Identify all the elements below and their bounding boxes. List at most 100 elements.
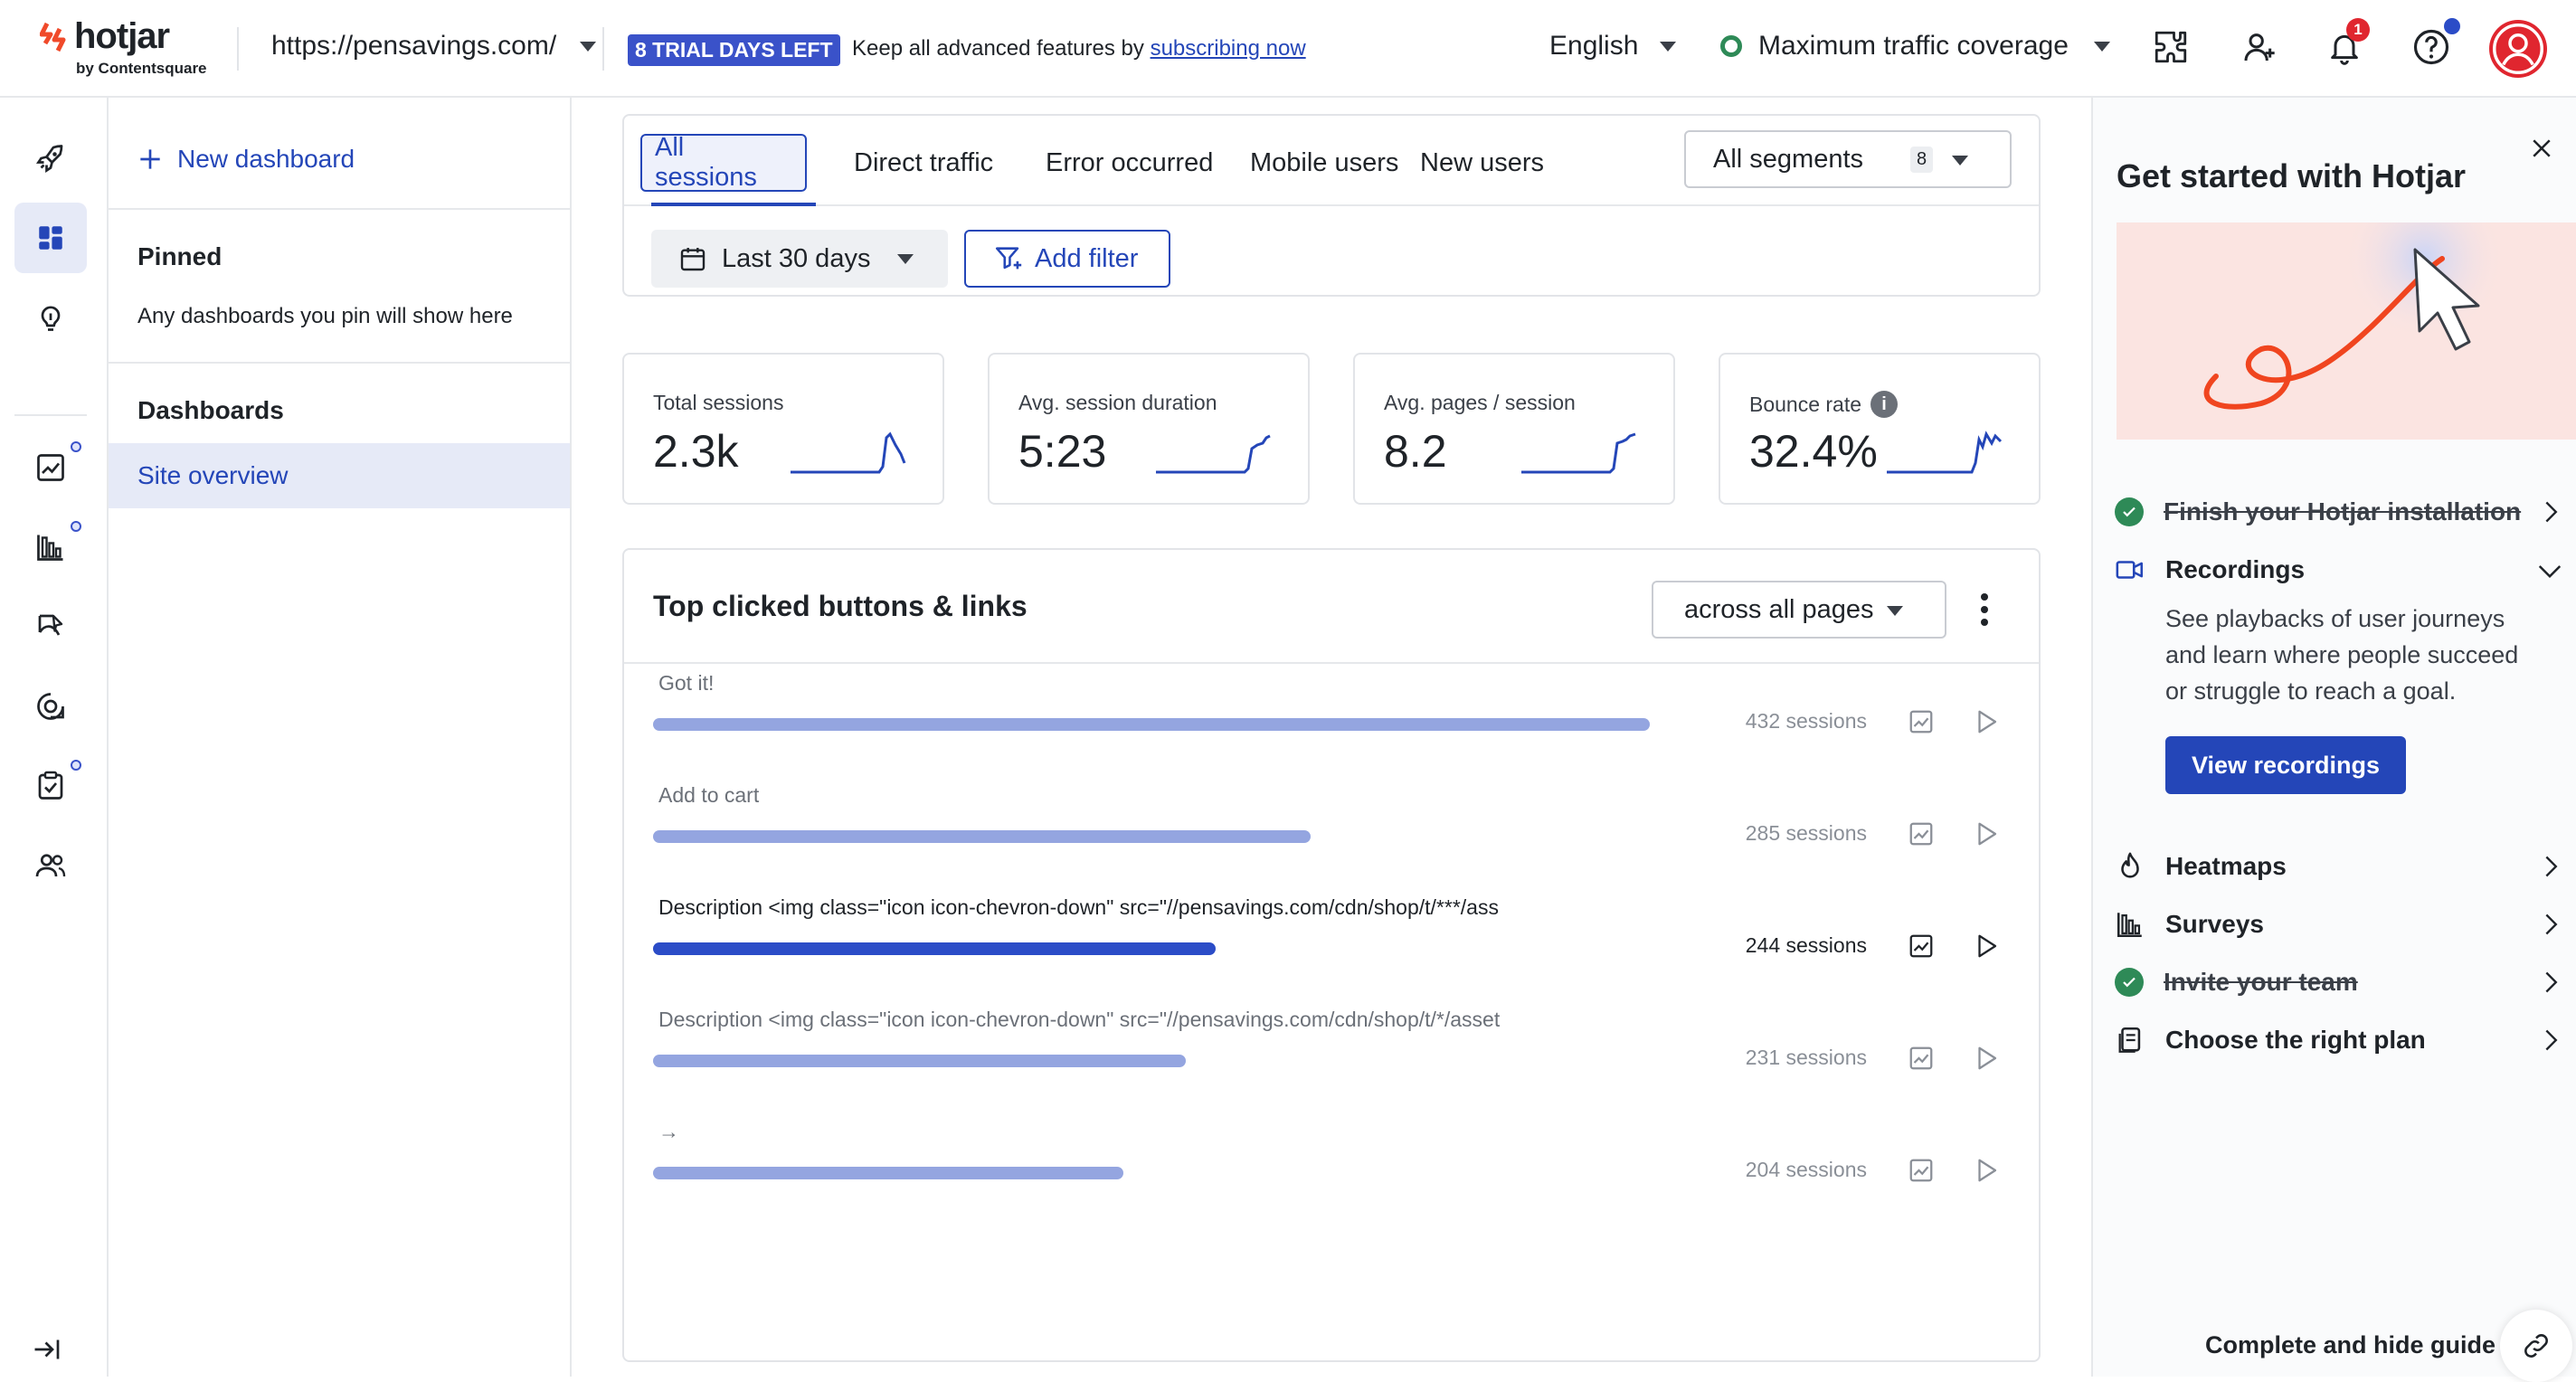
help-icon [2413,29,2449,65]
date-range-picker[interactable]: Last 30 days [651,230,948,288]
rail-item-dashboards[interactable] [14,203,87,273]
add-filter-label: Add filter [1035,243,1139,273]
brand-name: hotjar [74,16,170,56]
step-label: Choose the right plan [2165,1026,2426,1054]
chevron-right-icon [2545,1029,2558,1051]
recordings-description: See playbacks of user journeys and learn… [2165,605,2519,705]
tab-all-sessions[interactable]: All sessions [640,133,807,192]
brand-sub: by Contentsquare [76,60,207,77]
sidebar-item-site-overview[interactable]: Site overview [109,443,570,508]
guide-step-finish-installation[interactable]: Finish your Hotjar installation [2115,490,2567,534]
site-selector[interactable]: https://pensavings.com/ [271,31,597,62]
rail-item-surveys[interactable] [14,751,87,821]
metric-label: Bounce rate i [1749,391,1899,418]
info-icon[interactable]: i [1870,391,1899,418]
row-label: → [658,1120,679,1143]
top-bar: hotjar by Contentsquare https://pensavin… [0,0,2576,98]
new-dashboard-button[interactable]: New dashboard [136,145,355,174]
help-button[interactable] [2408,24,2455,71]
tab-mobile-users[interactable]: Mobile users [1250,147,1399,177]
metric-card-avg-session-duration[interactable]: Avg. session duration 5:23 [988,353,1310,505]
sparkline [1521,432,1636,474]
metric-value: 2.3k [653,426,739,477]
hotjar-mark-icon [40,22,66,52]
guide-title: Get started with Hotjar [2117,157,2467,194]
trend-icon[interactable] [1903,816,1939,852]
play-icon[interactable] [1968,704,2004,740]
rail-item-funnels[interactable] [14,512,87,582]
guide-step-heatmaps[interactable]: Heatmaps [2115,845,2567,888]
rail-item-heatmaps[interactable] [14,592,87,662]
session-bar [653,1055,1186,1067]
metric-card-avg-pages-session[interactable]: Avg. pages / session 8.2 [1353,353,1675,505]
play-icon[interactable] [1968,1040,2004,1076]
metric-label: Avg. pages / session [1384,391,1576,415]
trial-text: Keep all advanced features by [852,36,1144,61]
close-guide-button[interactable] [2522,128,2562,168]
invite-user-button[interactable] [2236,24,2283,71]
session-count: 231 sessions [1745,1046,1867,1069]
check-icon [2115,968,2144,997]
copy-link-button[interactable] [2500,1310,2572,1382]
trends-icon [37,454,64,481]
caret-down-icon [580,41,597,52]
metric-label-text: Avg. pages / session [1384,391,1576,414]
tab-direct-traffic[interactable]: Direct traffic [854,147,994,177]
trend-icon[interactable] [1903,928,1939,964]
guide-step-invite-team[interactable]: Invite your team [2115,961,2567,1004]
subscribe-link[interactable]: subscribing now [1150,36,1306,61]
session-bar [653,942,1216,955]
check-icon [2115,497,2144,526]
session-count: 432 sessions [1745,709,1867,733]
video-icon [2116,561,2144,579]
rail-item-interviews[interactable] [14,830,87,901]
table-row[interactable]: Got it! 432 sessions [624,671,2039,783]
chevron-right-icon [2545,501,2558,523]
metric-card-total-sessions[interactable]: Total sessions 2.3k [622,353,944,505]
guide-step-choose-plan[interactable]: Choose the right plan [2115,1018,2567,1062]
play-icon[interactable] [1968,928,2004,964]
table-row[interactable]: Add to cart 285 sessions [624,783,2039,895]
row-label: Description <img class="icon icon-chevro… [658,1008,1501,1031]
view-recordings-button[interactable]: View recordings [2165,736,2406,794]
trend-icon[interactable] [1903,704,1939,740]
play-icon[interactable] [1968,1152,2004,1188]
table-row[interactable]: Description <img class="icon icon-chevro… [624,1008,2039,1120]
page-scope-label: across all pages [1684,594,1874,624]
language-selector[interactable]: English [1549,31,1677,62]
trend-icon[interactable] [1903,1152,1939,1188]
table-row[interactable]: → 204 sessions [624,1120,2039,1232]
notifications-button[interactable] [2321,24,2368,71]
metric-value: 32.4% [1749,426,1878,477]
complete-hide-guide-button[interactable]: Complete and hide guide [2205,1331,2496,1358]
tab-new-users[interactable]: New users [1420,147,1544,177]
puzzle-icon [2155,31,2187,63]
guide-step-recordings[interactable]: Recordings [2115,548,2567,592]
play-icon[interactable] [1968,816,2004,852]
caret-down-icon [897,253,914,264]
page-scope-dropdown[interactable]: across all pages [1652,581,1946,639]
collapse-icon [34,1339,60,1359]
rail-item-insights[interactable] [14,282,87,353]
segments-dropdown[interactable]: All segments 8 [1684,130,2012,188]
avatar[interactable] [2489,20,2547,78]
rail-item-feedback[interactable] [14,671,87,742]
metric-card-bounce-rate[interactable]: Bounce rate i 32.4% [1719,353,2041,505]
table-row[interactable]: Description <img class="icon icon-chevro… [624,895,2039,1008]
segment-tabs-card: All sessions Direct traffic Error occurr… [622,114,2041,297]
hotjar-logo[interactable]: hotjar by Contentsquare [40,16,221,80]
add-filter-button[interactable]: Add filter [964,230,1170,288]
trial-message: Keep all advanced features by subscribin… [852,36,1306,62]
rail-item-get-started[interactable] [14,123,87,194]
feedback-icon [37,693,64,720]
date-range-label: Last 30 days [722,243,871,273]
traffic-coverage-selector[interactable]: Maximum traffic coverage [1720,31,2110,62]
session-count: 204 sessions [1745,1158,1867,1181]
trend-icon[interactable] [1903,1040,1939,1076]
guide-step-surveys[interactable]: Surveys [2115,903,2567,946]
tab-error-occurred[interactable]: Error occurred [1046,147,1214,177]
collapse-rail-button[interactable] [31,1333,63,1366]
more-options-icon[interactable] [1974,590,1995,629]
integrations-button[interactable] [2147,24,2194,71]
rail-item-trends[interactable] [14,432,87,503]
